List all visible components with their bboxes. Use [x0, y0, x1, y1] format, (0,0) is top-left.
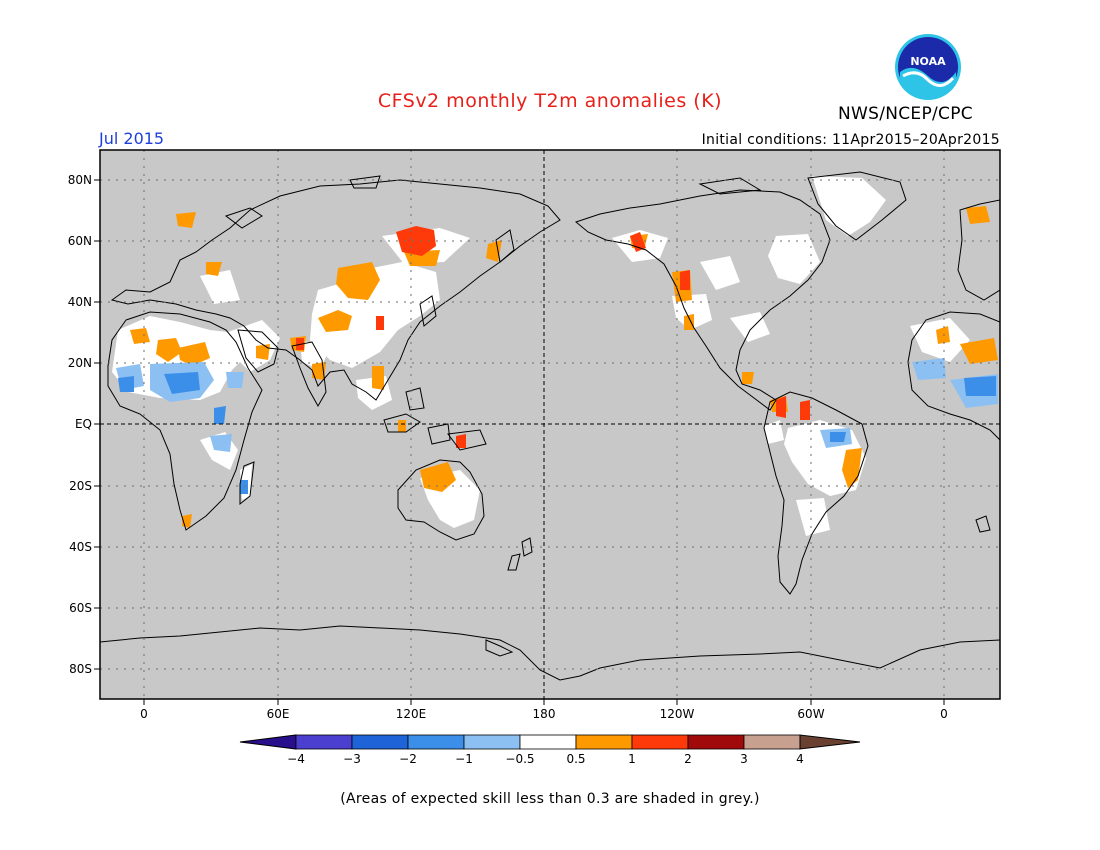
colorbar-label: −2	[399, 752, 417, 766]
lat-label: 40S	[69, 540, 92, 554]
footnote: (Areas of expected skill less than 0.3 a…	[340, 791, 760, 807]
map-title: CFSv2 monthly T2m anomalies (K)	[377, 90, 723, 112]
lat-label: 80N	[68, 173, 92, 187]
organization-label: NWS/NCEP/CPC	[838, 104, 973, 124]
lat-label: 80S	[69, 662, 92, 676]
lon-label: 0	[140, 707, 148, 721]
colorbar-label: −0.5	[505, 752, 534, 766]
initial-conditions: Initial conditions: 11Apr2015–20Apr2015	[701, 132, 1000, 148]
colorbar-label: 3	[740, 752, 748, 766]
lat-label: 60N	[68, 234, 92, 248]
lat-label: 20S	[69, 479, 92, 493]
lat-label: EQ	[75, 417, 92, 431]
colorbar-label: −3	[343, 752, 361, 766]
colorbar-swatch	[463, 734, 521, 750]
colorbar-left-arrow	[239, 734, 297, 750]
lat-label: 20N	[68, 356, 92, 370]
colorbar-label: 0.5	[566, 752, 585, 766]
lon-label: 0	[940, 707, 948, 721]
lat-label: 40N	[68, 295, 92, 309]
equator-and-dateline	[100, 150, 1000, 699]
strong-cool-regions	[118, 372, 996, 494]
colorbar-swatch	[687, 734, 745, 750]
colorbar-swatch	[351, 734, 409, 750]
lon-label: 60W	[797, 707, 824, 721]
lon-label: 180	[533, 707, 556, 721]
colorbar: −4 −3 −2 −1 −0.5 0.5 1 2 3 4	[239, 734, 861, 766]
colorbar-label: −1	[455, 752, 473, 766]
coastlines	[100, 171, 1000, 681]
colorbar-swatch	[631, 734, 689, 750]
tick-marks	[94, 179, 945, 705]
colorbar-swatch	[575, 734, 633, 750]
lon-label: 120E	[396, 707, 427, 721]
colorbar-swatch	[519, 734, 577, 750]
latitude-labels: 80N 60N 40N 20N EQ 20S 40S 60S 80S	[68, 173, 92, 676]
graticule	[100, 150, 1000, 699]
noaa-logo: NOAA	[893, 32, 963, 102]
strong-warm-regions	[296, 226, 810, 448]
colorbar-swatch	[407, 734, 465, 750]
colorbar-label: −4	[287, 752, 305, 766]
colorbar-label: 4	[796, 752, 804, 766]
colorbar-label: 1	[628, 752, 636, 766]
lon-label: 120W	[660, 707, 695, 721]
colorbar-label: 2	[684, 752, 692, 766]
logo-text: NOAA	[910, 55, 946, 68]
lon-label: 60E	[267, 707, 290, 721]
colorbar-swatch	[295, 734, 353, 750]
colorbar-swatch	[743, 734, 801, 750]
valid-month: Jul 2015	[99, 129, 165, 148]
colorbar-right-arrow	[799, 734, 861, 750]
lat-label: 60S	[69, 601, 92, 615]
longitude-labels: 0 60E 120E 180 120W 60W 0	[140, 707, 948, 721]
